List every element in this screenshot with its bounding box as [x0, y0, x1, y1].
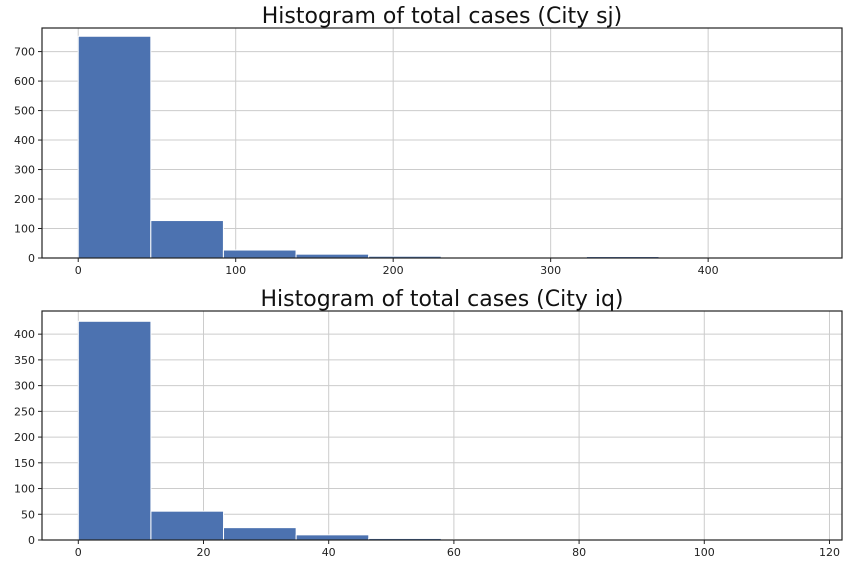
- histogram-bar: [77, 35, 152, 259]
- x-tick-label: 200: [383, 264, 404, 277]
- bars: [77, 320, 805, 541]
- x-tick-label: 100: [225, 264, 246, 277]
- y-tick-label: 0: [28, 534, 35, 547]
- x-tick-label: 0: [75, 264, 82, 277]
- histogram-bar: [150, 510, 225, 541]
- x-tick-label: 20: [197, 546, 211, 559]
- x-axis: 0 100 200 300 400: [75, 258, 719, 277]
- x-tick-label: 300: [540, 264, 561, 277]
- x-tick-label: 0: [75, 546, 82, 559]
- histogram-bar: [223, 527, 297, 541]
- y-tick-label: 350: [14, 354, 35, 367]
- chart-sj: Histogram of total cases (City sj) 0 100 2…: [14, 4, 843, 277]
- y-axis: 0 100 200 300 400 500 600 700: [14, 46, 42, 265]
- y-tick-label: 300: [14, 380, 35, 393]
- y-tick-label: 250: [14, 405, 35, 418]
- y-axis: 0 50 100 150 200 250 300 350 400: [14, 328, 42, 547]
- y-tick-label: 100: [14, 223, 35, 236]
- x-tick-label: 40: [322, 546, 336, 559]
- x-tick-label: 80: [572, 546, 586, 559]
- plot-frame: [41, 27, 843, 259]
- histogram-bar: [77, 320, 152, 541]
- chart-title: Histogram of total cases (City iq): [261, 287, 624, 312]
- x-tick-label: 120: [819, 546, 840, 559]
- y-tick-label: 700: [14, 46, 35, 59]
- y-tick-label: 200: [14, 193, 35, 206]
- bars: [77, 35, 805, 259]
- y-tick-label: 400: [14, 328, 35, 341]
- chart-iq: Histogram of total cases (City iq) 0 20 40…: [14, 287, 843, 559]
- x-tick-label: 100: [694, 546, 715, 559]
- x-tick-label: 60: [447, 546, 461, 559]
- y-tick-label: 0: [28, 252, 35, 265]
- histogram-bar: [222, 249, 297, 259]
- y-tick-label: 50: [21, 508, 35, 521]
- chart-title: Histogram of total cases (City sj): [262, 4, 623, 29]
- x-axis: 0 20 40 60 80 100 120: [75, 540, 840, 559]
- x-tick-label: 400: [698, 264, 719, 277]
- histogram-bar: [150, 220, 224, 259]
- y-tick-label: 300: [14, 164, 35, 177]
- plot-frame: [41, 310, 843, 541]
- y-tick-label: 100: [14, 483, 35, 496]
- y-tick-label: 150: [14, 457, 35, 470]
- y-tick-label: 600: [14, 75, 35, 88]
- y-tick-label: 200: [14, 431, 35, 444]
- y-tick-label: 400: [14, 134, 35, 147]
- grid: [42, 311, 842, 541]
- histogram-bar: [295, 534, 370, 541]
- y-tick-label: 500: [14, 105, 35, 118]
